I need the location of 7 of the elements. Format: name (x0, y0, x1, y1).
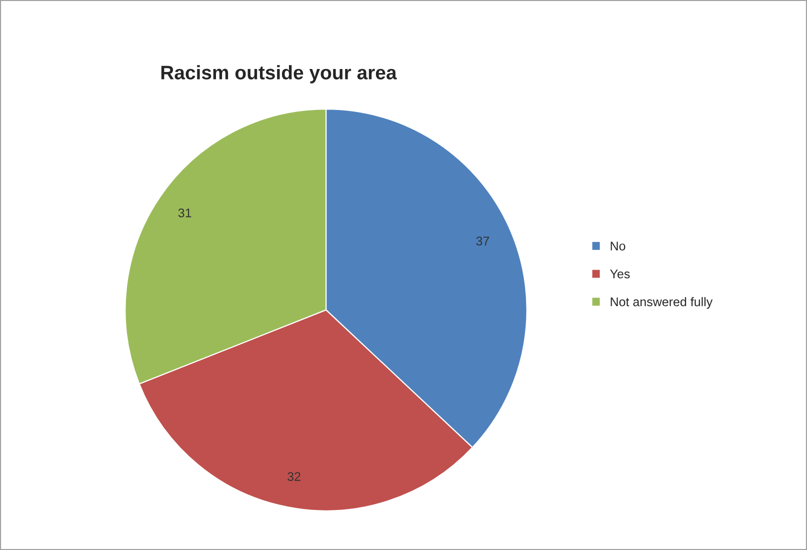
data-label: 32 (288, 472, 300, 481)
legend-label: Yes (610, 270, 630, 278)
data-label: 31 (178, 208, 192, 218)
legend-label: No (610, 242, 626, 250)
data-label: 37 (476, 236, 490, 246)
legend-label: Not answered fully (610, 297, 713, 309)
chart-title: Racism outside your area (161, 65, 397, 84)
